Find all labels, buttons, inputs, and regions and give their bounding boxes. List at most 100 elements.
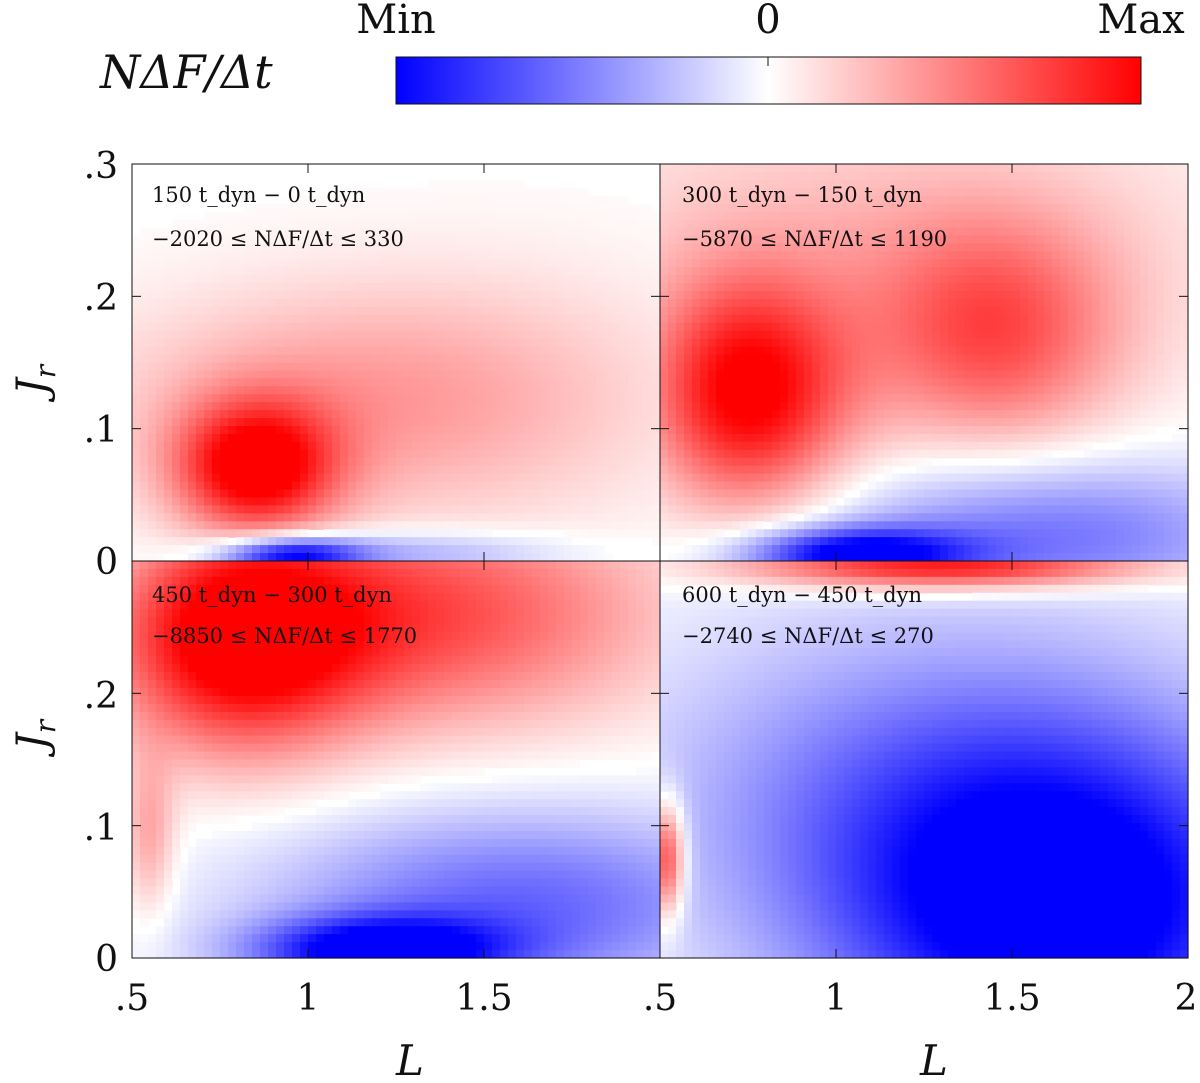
heatmap-cell xyxy=(676,275,685,284)
heatmap-cell xyxy=(220,497,229,507)
heatmap-cell xyxy=(988,378,997,387)
heatmap-cell xyxy=(148,291,157,300)
heatmap-cell xyxy=(820,211,829,221)
heatmap-cell xyxy=(780,322,789,332)
heatmap-cell xyxy=(492,298,501,308)
heatmap-cell xyxy=(412,338,421,348)
heatmap-cell xyxy=(860,370,869,379)
heatmap-cell xyxy=(396,291,405,300)
heatmap-cell xyxy=(244,283,253,292)
heatmap-cell xyxy=(164,481,173,491)
heatmap-cell xyxy=(324,505,333,514)
heatmap-cell xyxy=(372,306,381,316)
heatmap-cell xyxy=(860,267,869,276)
heatmap-cell xyxy=(476,187,485,197)
heatmap-cell xyxy=(572,418,581,427)
heatmap-cell xyxy=(460,426,469,435)
heatmap-cell xyxy=(820,195,829,205)
heatmap-cell xyxy=(868,164,877,173)
heatmap-cell xyxy=(356,219,365,229)
heatmap-cell xyxy=(396,298,405,308)
heatmap-cell xyxy=(380,418,389,427)
heatmap-cell xyxy=(316,457,325,467)
heatmap-cell xyxy=(460,394,469,403)
heatmap-cell xyxy=(660,171,669,181)
heatmap-cell xyxy=(380,473,389,483)
heatmap-cell xyxy=(444,314,453,324)
heatmap-cell xyxy=(876,386,885,395)
heatmap-cell xyxy=(380,243,389,252)
heatmap-cell xyxy=(636,513,645,522)
heatmap-cell xyxy=(580,195,589,205)
heatmap-cell xyxy=(412,386,421,395)
heatmap-cell xyxy=(1068,370,1077,379)
heatmap-cell xyxy=(844,362,853,372)
heatmap-cell xyxy=(836,187,845,197)
heatmap-cell xyxy=(772,195,781,205)
heatmap-cell xyxy=(636,219,645,229)
heatmap-cell xyxy=(428,275,437,284)
heatmap-cell xyxy=(596,426,605,435)
heatmap-cell xyxy=(564,521,573,530)
heatmap-cell xyxy=(172,322,181,332)
heatmap-cell xyxy=(980,267,989,276)
heatmap-cell xyxy=(292,537,301,546)
heatmap-cell xyxy=(476,537,485,546)
heatmap-cell xyxy=(508,219,517,229)
heatmap-cell xyxy=(268,386,277,395)
heatmap-cell xyxy=(292,211,301,221)
heatmap-cell xyxy=(1076,306,1085,316)
heatmap-cell xyxy=(988,219,997,229)
heatmap-cell xyxy=(172,426,181,435)
heatmap-cell xyxy=(1084,291,1093,300)
heatmap-cell xyxy=(540,489,549,499)
heatmap-cell xyxy=(420,521,429,530)
heatmap-cell xyxy=(948,314,957,324)
heatmap-cell xyxy=(428,203,437,213)
heatmap-cell xyxy=(156,497,165,507)
heatmap-cell xyxy=(516,537,525,546)
heatmap-cell xyxy=(1012,259,1021,268)
heatmap-cell xyxy=(1108,187,1117,197)
heatmap-cell xyxy=(1108,338,1117,348)
heatmap-cell xyxy=(484,481,493,491)
heatmap-cell xyxy=(164,513,173,522)
heatmap-cell xyxy=(892,378,901,387)
heatmap-cell xyxy=(540,457,549,467)
heatmap-cell xyxy=(500,545,509,554)
heatmap-cell xyxy=(484,426,493,435)
heatmap-cell xyxy=(932,211,941,221)
heatmap-cell xyxy=(868,314,877,324)
heatmap-cell xyxy=(1036,235,1045,244)
heatmap-cell xyxy=(492,418,501,427)
heatmap-cell xyxy=(420,449,429,459)
heatmap-cell xyxy=(940,354,949,364)
heatmap-cell xyxy=(660,235,669,244)
heatmap-cell xyxy=(356,275,365,284)
heatmap-cell xyxy=(468,537,477,546)
heatmap-cell xyxy=(612,433,621,443)
heatmap-cell xyxy=(924,219,933,229)
heatmap-cell xyxy=(1012,243,1021,252)
heatmap-cell xyxy=(244,298,253,308)
heatmap-cell xyxy=(1116,291,1125,300)
heatmap-cell xyxy=(628,370,637,379)
heatmap-cell xyxy=(1100,267,1109,276)
heatmap-cell xyxy=(588,275,597,284)
heatmap-cell xyxy=(628,259,637,268)
heatmap-cell xyxy=(748,235,757,244)
heatmap-cell xyxy=(148,346,157,356)
heatmap-cell xyxy=(548,219,557,229)
heatmap-cell xyxy=(196,410,205,419)
heatmap-cell xyxy=(340,489,349,499)
heatmap-cell xyxy=(1012,370,1021,379)
heatmap-cell xyxy=(1044,164,1053,173)
heatmap-cell xyxy=(828,346,837,356)
heatmap-cell xyxy=(988,338,997,348)
heatmap-cell xyxy=(388,521,397,530)
heatmap-cell xyxy=(388,298,397,308)
heatmap-cell xyxy=(420,370,429,379)
heatmap-cell xyxy=(380,449,389,459)
heatmap-cell xyxy=(180,545,189,554)
heatmap-cell xyxy=(628,481,637,491)
